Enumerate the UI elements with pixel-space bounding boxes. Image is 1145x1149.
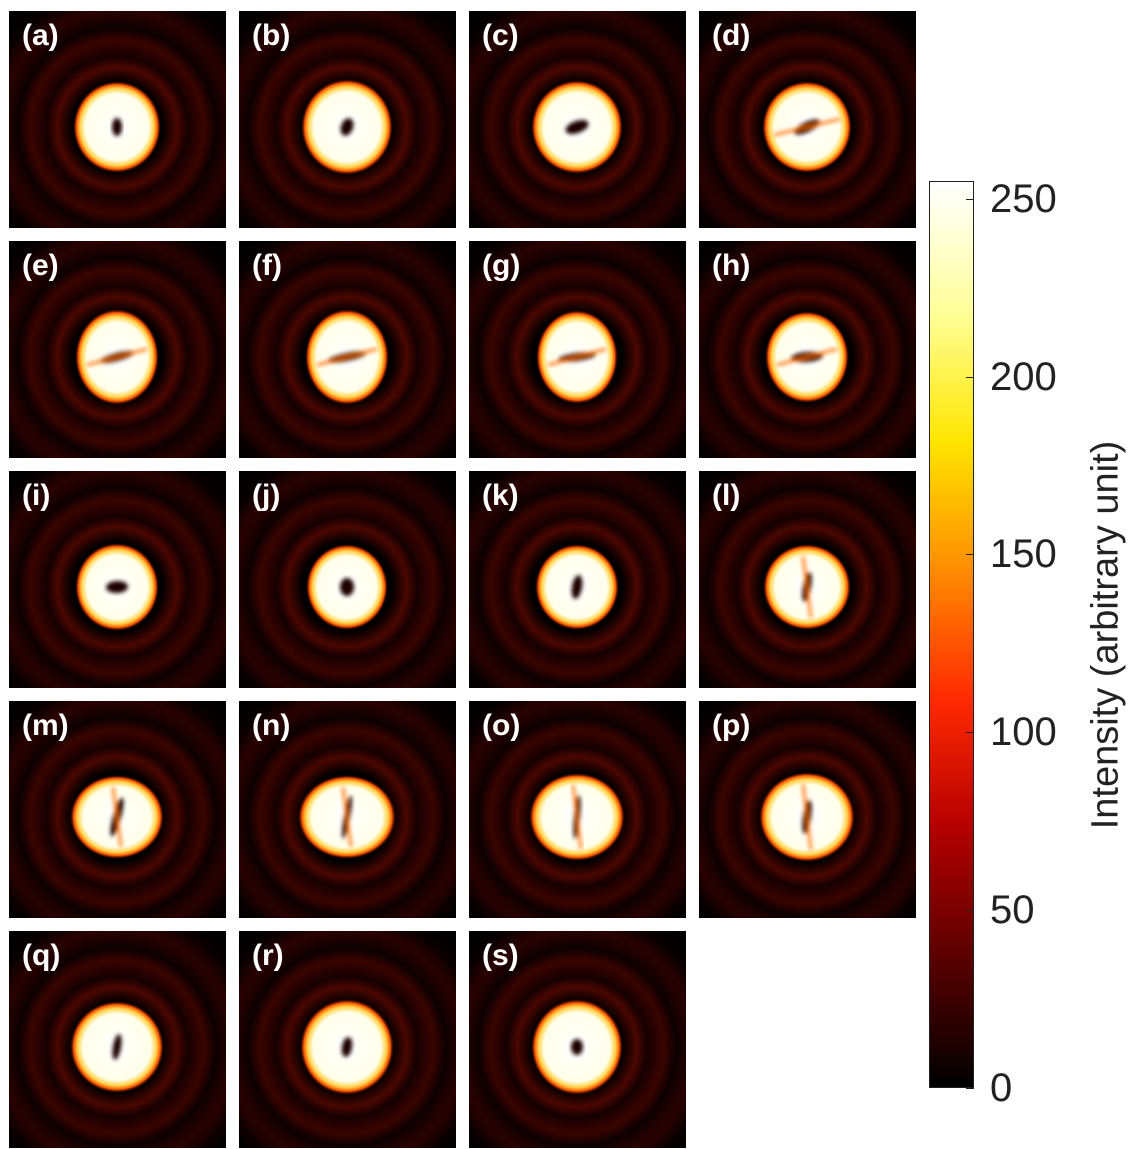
- beam-intensity-image: [9, 931, 226, 1148]
- beam-intensity-image: [239, 241, 456, 458]
- colorbar-tick: [966, 199, 974, 200]
- beam-intensity-image: [239, 931, 456, 1148]
- beam-panel: (g): [469, 241, 686, 458]
- panel-label: (l): [712, 479, 741, 512]
- colorbar-tick-label: 0: [990, 1066, 1013, 1110]
- colorbar-tick: [966, 1088, 974, 1089]
- panel-label: (p): [712, 709, 751, 742]
- panel-label: (a): [22, 19, 59, 52]
- panel-label: (m): [22, 709, 69, 742]
- panel-label: (h): [712, 249, 751, 282]
- panel-label: (d): [712, 19, 751, 52]
- beam-panel: (q): [9, 931, 226, 1148]
- beam-intensity-image: [699, 701, 916, 918]
- beam-panel: (k): [469, 471, 686, 688]
- beam-intensity-image: [469, 931, 686, 1148]
- colorbar-tick: [966, 377, 974, 378]
- beam-panel: (s): [469, 931, 686, 1148]
- beam-panel: (a): [9, 11, 226, 228]
- beam-intensity-image: [9, 11, 226, 228]
- panel-grid: (a): [9, 11, 916, 1148]
- beam-panel: (n): [239, 701, 456, 918]
- colorbar-tick: [966, 910, 974, 911]
- beam-panel: (e): [9, 241, 226, 458]
- panel-label: (o): [482, 709, 521, 742]
- beam-panel: (r): [239, 931, 456, 1148]
- beam-panel: (l): [699, 471, 916, 688]
- beam-panel: (m): [9, 701, 226, 918]
- colorbar-gradient: [930, 182, 973, 1087]
- panel-label: (r): [252, 939, 284, 972]
- panel-label: (c): [482, 19, 519, 52]
- colorbar-tick: [966, 554, 974, 555]
- beam-intensity-image: [699, 241, 916, 458]
- beam-intensity-image: [9, 241, 226, 458]
- panel-label: (s): [482, 939, 519, 972]
- beam-intensity-image: [9, 701, 226, 918]
- beam-panel: (o): [469, 701, 686, 918]
- beam-panel: (j): [239, 471, 456, 688]
- beam-panel: (p): [699, 701, 916, 918]
- panel-label: (j): [252, 479, 281, 512]
- panel-label: (i): [22, 479, 51, 512]
- beam-intensity-image: [239, 11, 456, 228]
- panel-label: (f): [252, 249, 282, 282]
- panel-label: (n): [252, 709, 291, 742]
- panel-label: (b): [252, 19, 291, 52]
- colorbar-title: Intensity (arbitrary unit): [1084, 440, 1127, 830]
- beam-intensity-image: [239, 471, 456, 688]
- panel-label: (g): [482, 249, 521, 282]
- beam-panel: (c): [469, 11, 686, 228]
- beam-intensity-image: [9, 471, 226, 688]
- beam-intensity-image: [469, 11, 686, 228]
- panel-label: (e): [22, 249, 59, 282]
- colorbar-tick-label: 200: [990, 355, 1057, 399]
- beam-panel: (b): [239, 11, 456, 228]
- beam-intensity-image: [699, 471, 916, 688]
- colorbar-tick-label: 100: [990, 710, 1057, 754]
- beam-panel: (f): [239, 241, 456, 458]
- beam-intensity-image: [239, 701, 456, 918]
- colorbar-tick-label: 150: [990, 532, 1057, 576]
- beam-panel: (h): [699, 241, 916, 458]
- colorbar-tick-label: 50: [990, 888, 1035, 932]
- colorbar: [929, 181, 974, 1088]
- colorbar-tick-label: 250: [990, 177, 1057, 221]
- colorbar-tick: [966, 732, 974, 733]
- panel-label: (q): [22, 939, 61, 972]
- beam-intensity-image: [469, 471, 686, 688]
- beam-intensity-image: [469, 701, 686, 918]
- beam-intensity-image: [699, 11, 916, 228]
- beam-panel: (d): [699, 11, 916, 228]
- beam-intensity-image: [469, 241, 686, 458]
- beam-panel: (i): [9, 471, 226, 688]
- panel-label: (k): [482, 479, 519, 512]
